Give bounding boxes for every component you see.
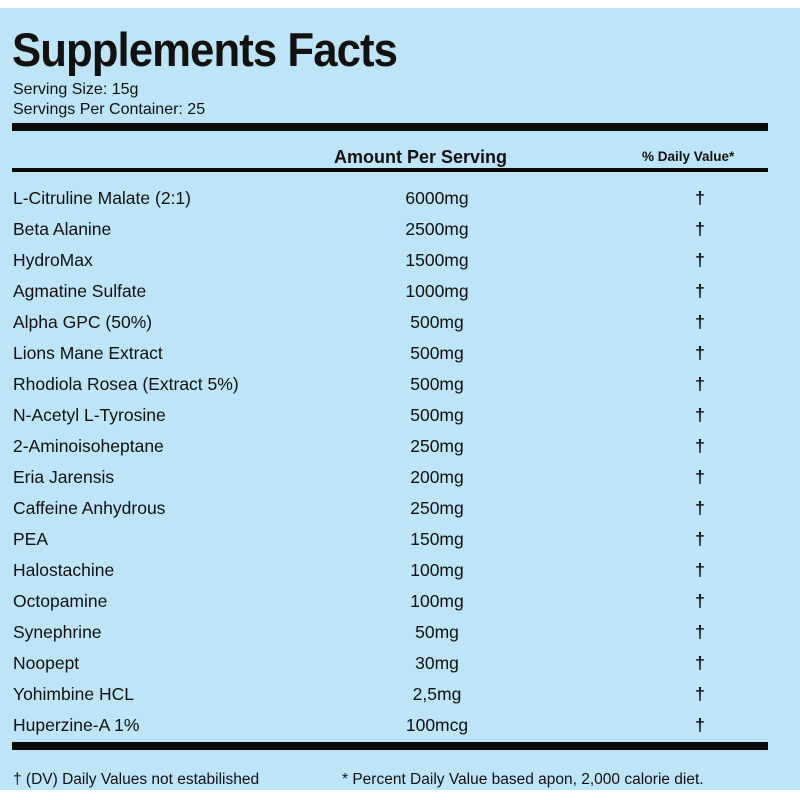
ingredient-row: Beta Alanine 2500mg †: [0, 215, 800, 246]
ingredient-list: L-Citruline Malate (2:1) 6000mg † Beta Alan…: [0, 184, 800, 742]
ingredient-amount: 100mg: [410, 591, 464, 611]
ingredient-daily-value: †: [695, 405, 705, 425]
ingredient-name: Halostachine: [13, 560, 115, 580]
ingredient-daily-value: †: [695, 436, 705, 456]
ingredient-daily-value: †: [695, 312, 705, 332]
ingredient-daily-value: †: [695, 591, 705, 611]
ingredient-daily-value: †: [695, 560, 705, 580]
page-title: Supplements Facts: [12, 23, 398, 76]
ingredient-amount: 500mg: [410, 405, 464, 425]
ingredient-row: Halostachine 100mg †: [0, 556, 800, 587]
ingredient-daily-value: †: [695, 281, 705, 301]
header-divider: [12, 168, 768, 172]
ingredient-name: Alpha GPC (50%): [13, 312, 153, 332]
ingredient-row: PEA 150mg †: [0, 525, 800, 556]
footer-percent-note: * Percent Daily Value based apon, 2,000 …: [342, 771, 704, 788]
ingredient-row: Caffeine Anhydrous 250mg †: [0, 494, 800, 525]
ingredient-row: Rhodiola Rosea (Extract 5%) 500mg †: [0, 370, 800, 401]
ingredient-daily-value: †: [695, 684, 705, 704]
ingredient-name: Rhodiola Rosea (Extract 5%): [13, 374, 239, 394]
ingredient-daily-value: †: [695, 219, 705, 239]
ingredient-row: HydroMax 1500mg †: [0, 246, 800, 277]
footer-dv-note: † (DV) Daily Values not estabilished: [13, 771, 260, 788]
ingredient-name: Eria Jarensis: [13, 467, 115, 487]
ingredient-daily-value: †: [695, 529, 705, 549]
ingredient-amount: 150mg: [410, 529, 464, 549]
ingredient-row: Alpha GPC (50%) 500mg †: [0, 308, 800, 339]
ingredient-row: 2-Aminoisoheptane 250mg †: [0, 432, 800, 463]
ingredient-name: L-Citruline Malate (2:1): [13, 188, 191, 208]
top-divider: [12, 123, 768, 131]
ingredient-name: Huperzine-A 1%: [13, 715, 140, 735]
ingredient-row: Octopamine 100mg †: [0, 587, 800, 618]
ingredient-name: HydroMax: [13, 250, 93, 270]
ingredient-name: Noopept: [13, 653, 80, 673]
serving-size: Serving Size: 15g: [13, 81, 139, 98]
ingredient-name: Lions Mane Extract: [13, 343, 163, 363]
ingredient-row: Eria Jarensis 200mg †: [0, 463, 800, 494]
ingredient-amount: 500mg: [410, 312, 464, 332]
ingredient-name: Agmatine Sulfate: [13, 281, 147, 301]
ingredient-name: Caffeine Anhydrous: [13, 498, 166, 518]
ingredient-row: Lions Mane Extract 500mg †: [0, 339, 800, 370]
ingredient-name: Yohimbine HCL: [13, 684, 134, 704]
daily-value-header: % Daily Value*: [642, 149, 735, 164]
ingredient-daily-value: †: [695, 343, 705, 363]
ingredient-amount: 100mcg: [405, 715, 469, 735]
amount-header: Amount Per Serving: [334, 147, 508, 167]
supplement-facts-panel: Supplements Facts Serving Size: 15g Serv…: [0, 8, 800, 790]
servings-per-container: Servings Per Container: 25: [13, 101, 206, 118]
ingredient-amount: 500mg: [410, 374, 464, 394]
ingredient-row: Noopept 30mg †: [0, 649, 800, 680]
ingredient-row: Huperzine-A 1% 100mcg †: [0, 711, 800, 742]
ingredient-daily-value: †: [695, 498, 705, 518]
bottom-divider: [12, 742, 768, 750]
ingredient-amount: 6000mg: [405, 188, 469, 208]
ingredient-amount: 30mg: [415, 653, 459, 673]
ingredient-row: Yohimbine HCL 2,5mg †: [0, 680, 800, 711]
ingredient-amount: 100mg: [410, 560, 464, 580]
ingredient-daily-value: †: [695, 653, 705, 673]
ingredient-row: N-Acetyl L-Tyrosine 500mg †: [0, 401, 800, 432]
ingredient-name: Synephrine: [13, 622, 102, 642]
ingredient-amount: 2,5mg: [412, 684, 462, 704]
ingredient-daily-value: †: [695, 374, 705, 394]
ingredient-name: PEA: [13, 529, 49, 549]
ingredient-daily-value: †: [695, 250, 705, 270]
ingredient-daily-value: †: [695, 467, 705, 487]
ingredient-name: Octopamine: [13, 591, 108, 611]
ingredient-row: Agmatine Sulfate 1000mg †: [0, 277, 800, 308]
ingredient-amount: 500mg: [410, 343, 464, 363]
ingredient-daily-value: †: [695, 188, 705, 208]
ingredient-amount: 2500mg: [405, 219, 469, 239]
ingredient-name: 2-Aminoisoheptane: [13, 436, 164, 456]
ingredient-name: Beta Alanine: [13, 219, 112, 239]
ingredient-amount: 50mg: [415, 622, 459, 642]
ingredient-daily-value: †: [695, 715, 705, 735]
ingredient-row: L-Citruline Malate (2:1) 6000mg †: [0, 184, 800, 215]
ingredient-amount: 250mg: [410, 436, 464, 456]
ingredient-daily-value: †: [695, 622, 705, 642]
ingredient-amount: 200mg: [410, 467, 464, 487]
ingredient-row: Synephrine 50mg †: [0, 618, 800, 649]
ingredient-name: N-Acetyl L-Tyrosine: [13, 405, 166, 425]
ingredient-amount: 1000mg: [405, 281, 469, 301]
ingredient-amount: 250mg: [410, 498, 464, 518]
ingredient-amount: 1500mg: [405, 250, 469, 270]
